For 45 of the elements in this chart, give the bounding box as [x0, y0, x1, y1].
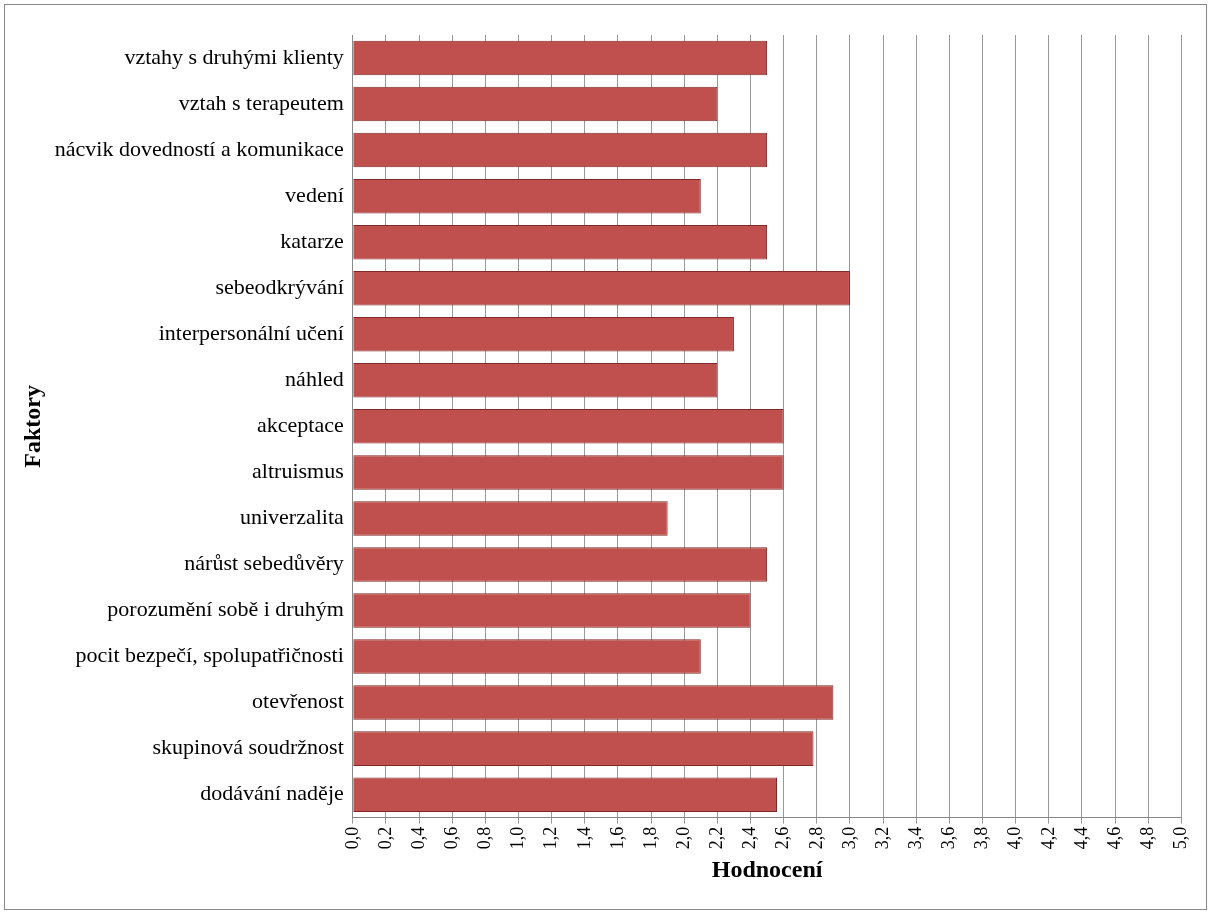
- x-tick-label: 1,6: [606, 826, 627, 850]
- x-tick-label: 3,0: [838, 826, 859, 850]
- y-tick-label: univerzalita: [239, 504, 344, 530]
- y-tick-label: skupinová soudržnost: [152, 734, 344, 760]
- x-tick-label: 0,8: [474, 826, 495, 850]
- x-tick-label: 4,8: [1136, 826, 1157, 850]
- x-tick-label: 0,2: [374, 826, 395, 850]
- y-axis-title: Faktory: [18, 385, 45, 468]
- x-tick-label: 2,8: [805, 826, 826, 850]
- x-tick-label: 0,6: [440, 826, 461, 850]
- x-tick-label: 4,4: [1070, 826, 1091, 850]
- y-tick-label: nárůst sebedůvěry: [184, 550, 344, 576]
- x-tick-label: 4,2: [1037, 826, 1058, 850]
- y-tick-label: nácvik dovedností a komunikace: [54, 135, 344, 161]
- y-tick-label: akceptace: [257, 412, 344, 438]
- y-tick-label: pocit bezpečí, spolupatřičnosti: [75, 642, 344, 668]
- x-tick-label: 1,2: [540, 826, 561, 850]
- y-tick-label: sebeodkrývání: [215, 274, 344, 300]
- x-tick-label: 4,0: [1004, 826, 1025, 850]
- y-tick-label: vztah s terapeutem: [178, 89, 344, 115]
- x-tick-label: 2,6: [772, 826, 793, 850]
- x-tick-label: 2,0: [672, 826, 693, 850]
- y-tick-label: vedení: [285, 181, 344, 207]
- x-tick-label: 4,6: [1103, 826, 1124, 850]
- x-tick-label: 0,0: [341, 826, 362, 850]
- y-tick-label: altruismus: [252, 458, 344, 484]
- y-tick-label: náhled: [285, 366, 344, 392]
- x-tick-label: 1,8: [639, 826, 660, 850]
- x-tick-label: 5,0: [1170, 826, 1191, 850]
- x-tick-label: 2,2: [706, 826, 727, 850]
- x-axis-title: Hodnocení: [711, 855, 823, 882]
- y-tick-label: dodávání naděje: [200, 780, 344, 806]
- x-tick-label: 3,2: [871, 826, 892, 850]
- y-tick-label: otevřenost: [252, 688, 344, 714]
- x-tick-label: 3,8: [971, 826, 992, 850]
- x-tick-label: 2,4: [739, 826, 760, 850]
- x-tick-label: 1,4: [573, 826, 594, 850]
- y-tick-label: porozumění sobě i druhým: [107, 596, 344, 622]
- x-tick-label: 1,0: [507, 826, 528, 850]
- y-tick-label: vztahy s druhými klienty: [124, 43, 344, 69]
- x-tick-label: 3,6: [938, 826, 959, 850]
- x-tick-label: 0,4: [407, 826, 428, 850]
- x-tick-label: 3,4: [904, 826, 925, 850]
- y-tick-label: interpersonální učení: [158, 320, 344, 346]
- y-tick-label: katarze: [280, 227, 344, 253]
